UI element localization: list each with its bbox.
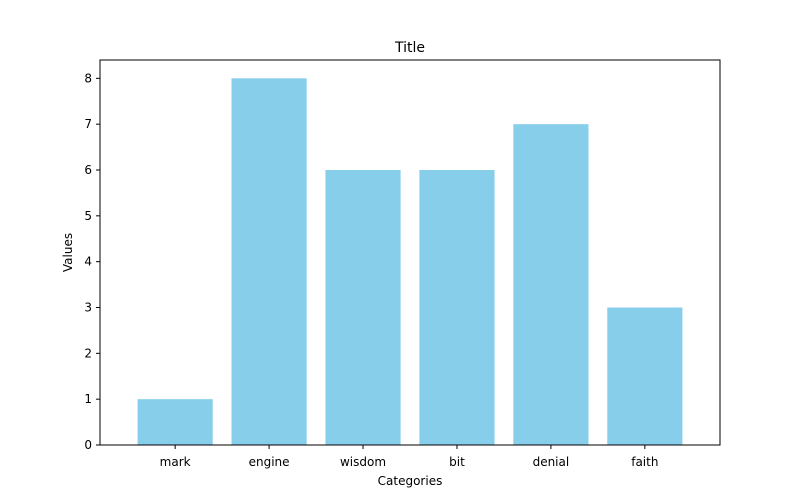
bar-mark <box>137 399 213 445</box>
y-tick-label: 4 <box>84 255 92 269</box>
y-tick-label: 1 <box>84 392 92 406</box>
y-tick-label: 2 <box>84 346 92 360</box>
y-axis-ticks: 0 1 2 3 4 5 6 7 8 <box>84 71 100 452</box>
bar-engine <box>231 78 307 445</box>
x-tick-label: wisdom <box>340 455 386 469</box>
bar-wisdom <box>325 170 401 445</box>
x-axis-ticks: mark engine wisdom bit denial faith <box>160 445 658 469</box>
y-tick-label: 5 <box>84 209 92 223</box>
x-axis-label: Categories <box>378 474 443 488</box>
chart-title: Title <box>394 40 425 56</box>
bar-denial <box>513 124 589 446</box>
y-axis-label: Values <box>61 233 75 272</box>
x-tick-label: denial <box>533 455 570 469</box>
x-tick-label: faith <box>631 455 658 469</box>
y-tick-label: 8 <box>84 71 92 85</box>
y-tick-label: 6 <box>84 163 92 177</box>
y-tick-label: 0 <box>84 438 92 452</box>
bar-faith <box>607 307 683 445</box>
bars-group <box>137 78 683 446</box>
x-tick-label: engine <box>249 455 290 469</box>
x-tick-label: mark <box>160 455 191 469</box>
x-tick-label: bit <box>449 455 465 469</box>
bar-bit <box>419 170 495 445</box>
plot-frame <box>99 59 721 446</box>
y-tick-label: 7 <box>84 117 92 131</box>
y-tick-label: 3 <box>84 301 92 315</box>
